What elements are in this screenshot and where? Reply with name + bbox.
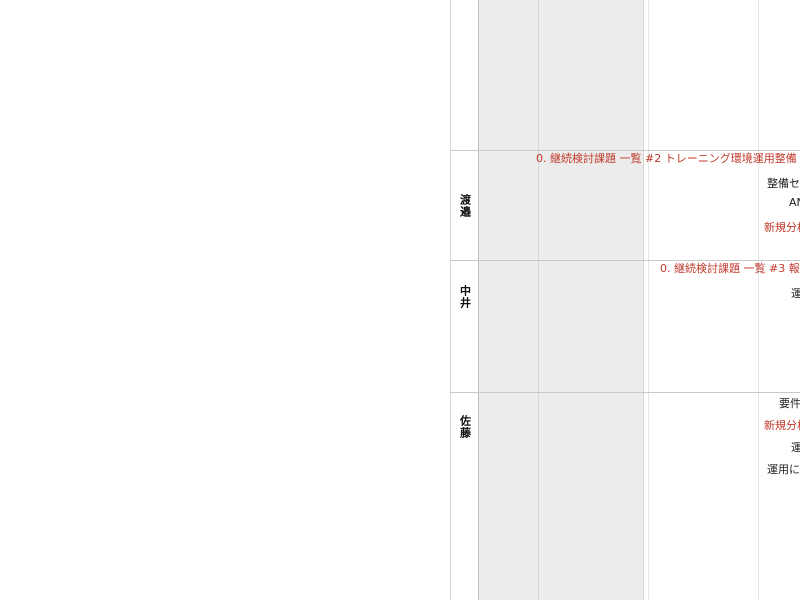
row-label-text: 渡邉 <box>458 193 472 218</box>
task-item[interactable]: 新規分析 <box>764 221 800 234</box>
row-label-text: 中井 <box>458 285 472 309</box>
row-label-left-border <box>450 0 451 600</box>
row-divider <box>450 260 800 261</box>
task-item[interactable]: 0. 継続検討課題 一覧 #3 報 <box>660 262 800 275</box>
row-divider <box>450 150 800 151</box>
row-label-nakai: 中井 <box>451 261 478 392</box>
task-item[interactable]: 運用に <box>767 463 800 476</box>
task-item[interactable]: 整備セ <box>767 177 800 190</box>
task-item[interactable]: 新規分析 <box>764 419 800 432</box>
row-divider <box>450 392 800 393</box>
task-item[interactable]: 運 <box>791 287 800 300</box>
row-label-text: 佐藤 <box>458 415 472 439</box>
weekend-column-shade <box>479 0 643 600</box>
task-item[interactable]: AN <box>789 196 800 209</box>
day-column-divider <box>643 0 644 600</box>
task-item[interactable]: 要件 <box>779 397 800 410</box>
row-label-right-border <box>478 0 479 600</box>
row-label-watanabe: 渡邉 <box>451 151 478 260</box>
task-item[interactable]: 運 <box>791 441 800 454</box>
day-column-divider <box>648 0 649 600</box>
day-column-divider <box>538 0 539 600</box>
task-item[interactable]: 0. 継続検討課題 一覧 #2 トレーニング環境運用整備 <box>536 152 797 165</box>
row-label-sato: 佐藤 <box>451 393 478 600</box>
day-column-divider <box>758 0 759 600</box>
